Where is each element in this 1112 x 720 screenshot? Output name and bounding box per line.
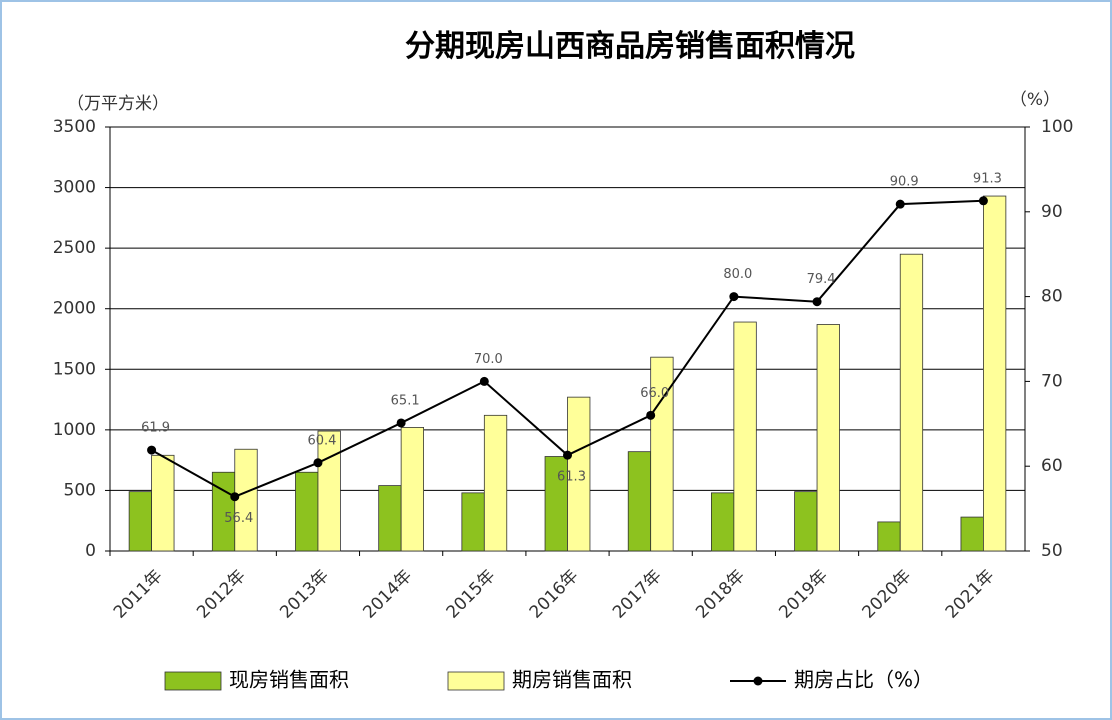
value-label: 65.1 <box>391 393 420 408</box>
bar <box>128 491 152 552</box>
legend-marker <box>753 676 763 686</box>
x-tick-label: 2018年 <box>692 566 749 623</box>
line-point <box>646 410 656 420</box>
bar <box>877 521 901 552</box>
line-point <box>479 376 489 386</box>
y-tick-label: 1500 <box>53 359 96 379</box>
value-label: 56.4 <box>224 511 253 526</box>
value-label: 61.3 <box>557 470 586 485</box>
y-tick-label: 1000 <box>53 420 96 440</box>
bar <box>711 492 735 552</box>
line-point <box>313 458 323 468</box>
y-tick-label: 2000 <box>53 299 96 319</box>
bar <box>461 492 485 552</box>
y-tick-label: 3500 <box>53 117 96 137</box>
line-point <box>147 445 157 455</box>
x-tick-label: 2014年 <box>359 566 416 623</box>
legend-swatch <box>447 671 505 691</box>
bar <box>627 451 652 552</box>
line-point <box>812 297 822 307</box>
y2-tick-label: 100 <box>1041 117 1073 137</box>
y2-tick-label: 90 <box>1041 202 1063 222</box>
bar <box>899 253 924 552</box>
bar <box>151 454 175 552</box>
x-tick-label: 2016年 <box>526 566 583 623</box>
value-label: 60.4 <box>307 433 336 448</box>
x-tick-label: 2017年 <box>609 566 666 623</box>
bar <box>483 414 508 552</box>
x-tick-label: 2020年 <box>859 566 916 623</box>
bar <box>378 485 402 552</box>
value-label: 79.4 <box>807 272 836 287</box>
chart-title: 分期现房山西商品房销售面积情况 <box>405 29 855 64</box>
x-tick-label: 2013年 <box>276 566 333 623</box>
y2-tick-label: 80 <box>1041 287 1063 307</box>
line-point <box>895 199 905 209</box>
y-tick-label: 3000 <box>53 178 96 198</box>
y-tick-label: 0 <box>85 541 96 561</box>
legend-label: 期房占比（%） <box>794 668 933 692</box>
y2-tick-label: 70 <box>1041 371 1063 391</box>
x-tick-label: 2021年 <box>942 566 999 623</box>
value-label: 90.9 <box>890 175 919 190</box>
x-tick-label: 2012年 <box>193 566 250 623</box>
x-tick-label: 2011年 <box>110 566 167 623</box>
bar <box>983 195 1007 552</box>
y-tick-label: 2500 <box>53 238 96 258</box>
value-label: 91.3 <box>973 171 1002 186</box>
bar <box>733 321 757 552</box>
line-point <box>563 450 572 460</box>
bar <box>317 430 341 552</box>
line-point <box>978 196 988 206</box>
y2-tick-label: 50 <box>1041 541 1063 561</box>
bar <box>816 324 840 552</box>
legend-label: 期房销售面积 <box>512 668 632 692</box>
value-label: 66.0 <box>640 386 669 401</box>
value-label: 80.0 <box>723 267 752 282</box>
line-point <box>230 492 240 502</box>
bar <box>400 427 424 552</box>
legend-swatch <box>164 671 222 691</box>
bar <box>295 471 319 552</box>
bar <box>960 516 984 552</box>
value-label: 61.9 <box>141 421 170 436</box>
bar <box>794 491 818 552</box>
x-tick-label: 2015年 <box>443 566 500 623</box>
x-tick-label: 2019年 <box>775 566 832 623</box>
bar <box>567 396 591 552</box>
y-axis-label: （万平方米） <box>67 94 169 114</box>
line-point <box>396 418 406 428</box>
line-point <box>729 292 739 302</box>
y-tick-label: 500 <box>64 480 96 500</box>
y2-tick-label: 60 <box>1041 456 1063 476</box>
value-label: 70.0 <box>474 352 503 367</box>
bar <box>234 448 258 552</box>
legend-label: 现房销售面积 <box>229 668 349 692</box>
y2-axis-label: （%） <box>1010 90 1060 110</box>
